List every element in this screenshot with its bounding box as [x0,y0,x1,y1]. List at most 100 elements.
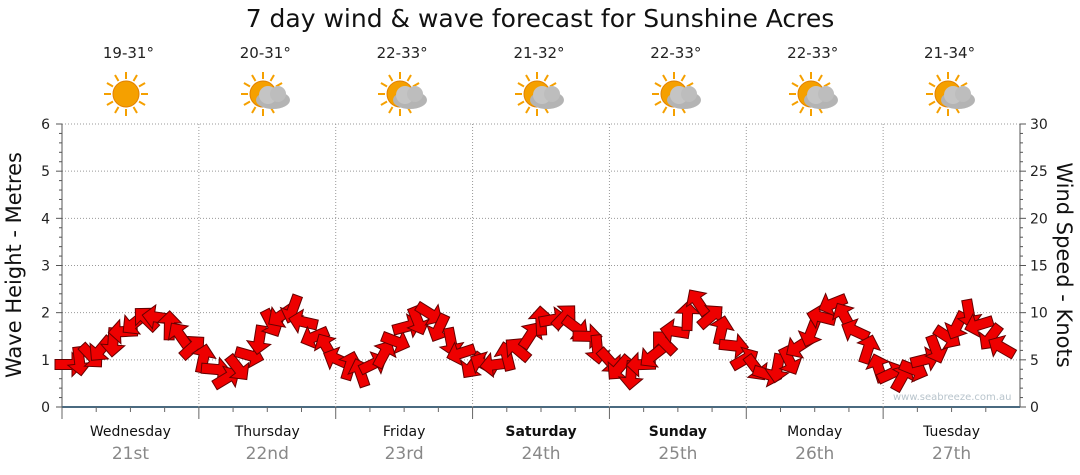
wind-arrow-shape [607,353,633,380]
x-tick-date: 25th [658,444,697,464]
y-tick-left: 5 [41,164,50,180]
day-temperature: 22-33° [376,44,428,62]
day-temperature: 21-34° [924,44,976,62]
x-tick-date: 22nd [246,444,289,464]
wind-arrow-shape [99,327,126,358]
wind-arrow-shape [414,300,443,326]
wind-arrow [300,325,331,350]
x-tick-date: 21st [112,444,149,464]
y-tick-left: 2 [41,306,50,322]
wind-arrow-shape [674,300,701,332]
wind-arrow-shape [300,325,331,350]
wind-arrow [964,312,995,339]
wind-arrow-shape [505,338,533,364]
y-tick-right: 15 [1030,259,1048,275]
partly-cloudy-icon [788,72,838,116]
y-tick-left: 0 [41,400,50,416]
wind-arrow [288,308,319,335]
y-tick-right: 30 [1030,117,1048,133]
wind-arrow [505,338,533,364]
wind-arrow [156,310,183,341]
wind-arrow [674,300,701,332]
wind-arrow [856,334,882,365]
partly-cloudy-icon [925,72,975,116]
y-tick-left: 3 [41,259,50,275]
wind-arrow [763,352,790,384]
wind-arrow [924,333,949,364]
day-temperature: 19-31° [102,44,154,62]
x-tick-day-friday: Friday [383,424,425,440]
wind-arrow-shape [66,345,93,377]
wind-arrow [777,345,803,375]
day-temperature: 20-31° [239,44,291,62]
wind-arrow-shape [167,322,193,351]
y-tick-right: 20 [1030,211,1048,227]
wind-arrow [718,332,750,360]
wind-arrow-shape [288,308,319,335]
partly-cloudy-icon [241,72,291,116]
y-tick-left: 6 [41,117,50,133]
partly-cloudy-icon [651,72,701,116]
wind-arrow-shape [446,341,477,367]
wind-arrow [607,353,633,380]
y-tick-right: 25 [1030,164,1048,180]
x-tick-date: 23rd [385,444,424,464]
wind-arrow-shape [406,305,431,336]
partly-cloudy-icon [515,72,564,116]
wind-arrow [841,318,871,343]
wind-arrow [446,341,477,367]
x-tick-day-thursday: Thursday [234,424,300,440]
day-temperature: 22-33° [787,44,839,62]
wind-arrow-shape [988,334,1018,360]
wind-arrow-shape [380,329,411,355]
wind-arrow-shape [156,310,183,341]
wind-arrow [818,292,849,317]
y-tick-right: 10 [1030,306,1048,322]
wind-arrow-shape [763,352,790,384]
wind-arrow [167,322,193,351]
watermark: www.seabreeze.com.au [893,392,1012,403]
wind-arrow-shape [718,332,750,360]
wind-arrow [99,327,126,358]
wind-arrow-shape [224,352,250,381]
y-tick-left: 4 [41,211,50,227]
wind-arrow [224,352,250,381]
wind-arrow [414,300,443,326]
wind-arrow-shape [696,305,723,331]
wind-arrow-shape [856,334,882,365]
x-tick-day-tuesday: Tuesday [922,424,980,440]
y-tick-left: 1 [41,353,50,369]
daily-weather-row: 19-31° 20-31° 22-33° 21-32° 22-33° 22-33° 21-3… [60,40,1020,120]
x-tick-day-wednesday: Wednesday [90,424,171,440]
wind-arrow-shape [924,333,949,364]
wind-arrow-shape [818,292,849,317]
day-temperature: 21-32° [513,44,565,62]
wind-arrow-shape [372,340,397,370]
wind-arrow-shape [841,318,871,343]
wind-arrow [640,342,668,368]
wind-arrow-shape [777,345,803,375]
partly-cloudy-icon [378,72,428,116]
chart-title: 7 day wind & wave forecast for Sunshine … [245,4,835,33]
sunny-icon [104,72,149,116]
x-tick-date: 24th [521,444,560,464]
wind-arrow [988,334,1018,360]
wind-arrow [380,329,411,355]
wind-arrow [66,345,93,377]
x-tick-date: 26th [795,444,834,464]
x-tick-day-monday: Monday [787,424,842,440]
y-tick-right: 0 [1030,400,1039,416]
wind-arrow-shape [550,305,576,331]
wind-arrow-shape [640,342,668,368]
wind-arrow [617,360,644,391]
x-tick-date: 27th [932,444,971,464]
day-temperature: 22-33° [650,44,702,62]
x-tick-day-sunday: Sunday [649,424,707,440]
wind-arrow [372,340,397,370]
wind-arrow [550,305,576,331]
x-tick-day-saturday: Saturday [505,424,576,440]
wind-arrow-shape [964,312,995,339]
wind-arrow [406,305,431,336]
wind-arrow [696,305,723,331]
